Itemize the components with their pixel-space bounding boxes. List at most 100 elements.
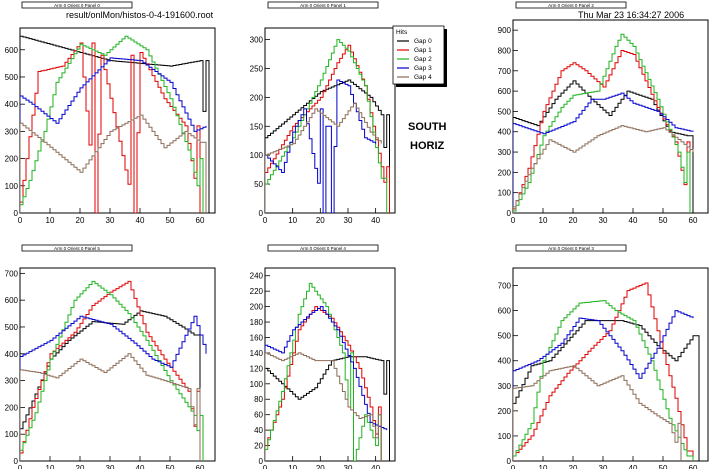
series-line xyxy=(265,102,382,213)
x-tick-label: 20 xyxy=(569,464,578,469)
x-tick-label: 10 xyxy=(539,216,548,225)
x-tick-label: 0 xyxy=(18,464,23,469)
y-tick-label: 700 xyxy=(498,67,512,76)
y-tick-label: 100 xyxy=(5,430,19,439)
series-line xyxy=(513,282,694,461)
y-tick-label: 220 xyxy=(250,287,264,296)
series-line xyxy=(513,92,694,213)
histogram-panel: Arm 0 Orient 0 Panel 20 10 20 30 40 50 6001002… xyxy=(498,1,709,225)
y-tick-label: 100 xyxy=(250,380,264,389)
panel-title-box xyxy=(267,244,379,252)
y-tick-label: 0 xyxy=(14,209,19,218)
x-tick-label: 30 xyxy=(599,216,608,225)
y-tick-label: 250 xyxy=(250,64,264,73)
y-tick-label: 0 xyxy=(14,457,19,466)
x-tick-label: 60 xyxy=(689,216,698,225)
y-tick-label: 150 xyxy=(250,122,264,131)
x-tick-label: 50 xyxy=(166,216,175,225)
y-tick-label: 200 xyxy=(250,93,264,102)
file-path-label: result/onlMon/histos-0-4-191600.root xyxy=(66,10,214,20)
series-line xyxy=(513,320,700,461)
x-tick-label: 30 xyxy=(106,216,115,225)
y-tick-label: 200 xyxy=(498,407,512,416)
series-line xyxy=(265,352,382,461)
series-line xyxy=(20,114,207,213)
panel-title: Arm 0 Orient 0 Panel 3 xyxy=(548,246,594,251)
x-tick-label: 60 xyxy=(689,464,698,469)
legend-box xyxy=(392,25,445,85)
series-line xyxy=(513,33,691,213)
y-tick-label: 700 xyxy=(5,269,19,278)
y-tick-label: 300 xyxy=(498,382,512,391)
y-tick-label: 400 xyxy=(5,100,19,109)
panel-title: Arm 0 Orient 0 Panel 1 xyxy=(300,3,346,8)
y-tick-label: 600 xyxy=(5,46,19,55)
x-tick-label: 0 xyxy=(263,464,268,469)
y-tick-label: 300 xyxy=(498,148,512,157)
y-tick-label: 300 xyxy=(250,36,264,45)
histogram-panel: Arm 0 Orient 0 Panel 1 0 10 20 30 40 0 50 100 150… xyxy=(250,1,447,225)
y-tick-label: 200 xyxy=(5,403,19,412)
x-tick-label: 40 xyxy=(629,464,638,469)
series-line xyxy=(513,365,682,461)
histogram-panel: Arm 0 Orient 0 Panel 30 10 20 30 40 50 6001002… xyxy=(498,244,709,469)
series-line xyxy=(265,356,390,461)
panel-title-box xyxy=(267,1,379,9)
y-tick-label: 700 xyxy=(498,282,512,291)
panel-title: Arm 0 Orient 0 Panel 0 xyxy=(54,3,100,8)
y-tick-label: 400 xyxy=(498,128,512,137)
x-tick-label: 60 xyxy=(196,216,205,225)
panel-title-box xyxy=(21,244,133,252)
legend-entry: Gap 1 xyxy=(414,47,432,54)
histogram-panel: Arm 0 Orient 0 Panel 00 10 20 30 40 50 6001002… xyxy=(5,1,216,225)
series-line xyxy=(265,44,390,213)
x-tick-label: 0 xyxy=(511,464,516,469)
plot-frame xyxy=(19,27,216,214)
y-tick-label: 60 xyxy=(254,411,263,420)
y-tick-label: 200 xyxy=(250,303,264,312)
y-tick-label: 400 xyxy=(5,350,19,359)
series-line xyxy=(513,125,694,213)
y-tick-label: 100 xyxy=(250,151,264,160)
y-tick-label: 50 xyxy=(254,180,263,189)
x-tick-label: 40 xyxy=(371,464,380,469)
plot-frame xyxy=(19,267,216,462)
x-tick-label: 40 xyxy=(629,216,638,225)
x-tick-label: 40 xyxy=(136,216,145,225)
x-tick-label: 30 xyxy=(106,464,115,469)
x-tick-label: 30 xyxy=(344,464,353,469)
panel-title-box xyxy=(515,1,627,9)
y-tick-label: 20 xyxy=(254,442,263,451)
series-line xyxy=(513,310,694,461)
y-tick-label: 160 xyxy=(250,333,264,342)
datetime-label: Thu Mar 23 16:34:27 2006 xyxy=(578,10,685,20)
series-line xyxy=(265,79,390,213)
y-tick-label: 600 xyxy=(498,307,512,316)
plot-frame xyxy=(512,267,709,462)
panel-title: Arm 0 Orient 0 Panel 5 xyxy=(54,246,100,251)
legend-entry: Gap 2 xyxy=(414,56,432,63)
y-tick-label: 140 xyxy=(250,349,264,358)
series-line xyxy=(20,310,201,461)
y-tick-label: 600 xyxy=(5,296,19,305)
x-tick-label: 10 xyxy=(46,216,55,225)
y-tick-label: 100 xyxy=(498,189,512,198)
y-tick-label: 0 xyxy=(507,209,512,218)
y-tick-label: 40 xyxy=(254,426,263,435)
histogram-panel: Arm 0 Orient 0 Panel 50 10 20 30 40 50 6001002… xyxy=(5,244,216,469)
y-tick-label: 240 xyxy=(250,272,264,281)
legend-entry: Gap 3 xyxy=(414,65,432,72)
y-tick-label: 500 xyxy=(5,323,19,332)
y-tick-label: 0 xyxy=(259,209,264,218)
y-tick-label: 500 xyxy=(498,332,512,341)
series-line xyxy=(20,57,207,213)
y-tick-label: 80 xyxy=(254,395,263,404)
plot-frame xyxy=(264,27,396,214)
series-line xyxy=(265,306,388,461)
y-tick-label: 100 xyxy=(5,182,19,191)
x-tick-label: 30 xyxy=(599,464,608,469)
x-tick-label: 10 xyxy=(288,216,297,225)
x-tick-label: 20 xyxy=(76,216,85,225)
y-tick-label: 100 xyxy=(498,432,512,441)
x-tick-label: 20 xyxy=(316,464,325,469)
